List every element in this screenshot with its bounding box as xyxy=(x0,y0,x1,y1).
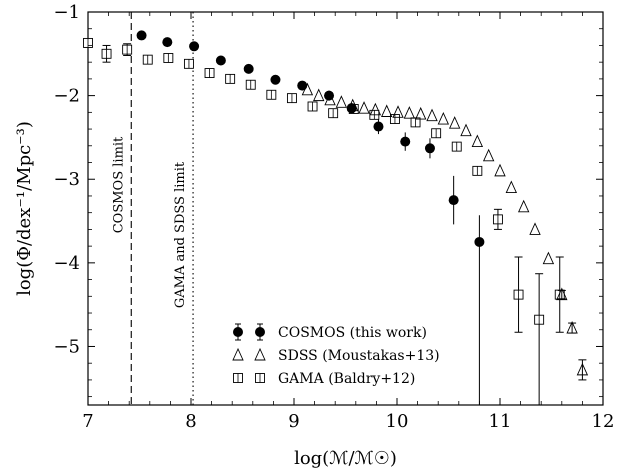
cosmos-point xyxy=(324,90,335,101)
gama-point xyxy=(492,214,503,225)
legend-item: COSMOS (this work) xyxy=(233,323,427,341)
sdss-point xyxy=(566,320,578,334)
cosmos-point xyxy=(189,41,200,52)
gama-point xyxy=(451,141,462,152)
sdss-point xyxy=(358,101,370,114)
cosmos-point xyxy=(255,327,265,337)
limit-line-label: COSMOS limit xyxy=(111,136,126,233)
sdss-point xyxy=(556,287,568,301)
y-tick-label: −4 xyxy=(53,253,80,274)
sdss-point xyxy=(369,102,382,116)
cosmos-point xyxy=(136,30,147,41)
sdss-point xyxy=(542,251,555,265)
series-cosmos xyxy=(136,30,485,405)
gama-point xyxy=(307,101,318,112)
cosmos-point xyxy=(297,80,308,91)
y-tick-label: −1 xyxy=(53,2,80,23)
sdss-point xyxy=(414,106,427,120)
gama-point xyxy=(122,44,133,55)
gama-point xyxy=(328,108,339,119)
gama-point xyxy=(431,128,442,139)
x-tick-label: 9 xyxy=(288,411,299,432)
sdss-point xyxy=(232,347,244,361)
gama-point xyxy=(245,79,256,90)
gama-point xyxy=(183,58,194,69)
sdss-point xyxy=(335,95,348,108)
gama-point xyxy=(163,53,174,63)
cosmos-point xyxy=(448,195,459,206)
gama-point xyxy=(266,89,277,100)
legend: COSMOS (this work) SDSS (Moustakas+13) GAM… xyxy=(232,323,440,387)
sdss-point xyxy=(448,116,461,129)
gama-point xyxy=(472,165,483,176)
gama-point xyxy=(286,93,297,104)
y-axis: −1 −2 −3 −4 −5 xyxy=(53,2,603,398)
cosmos-point xyxy=(424,143,435,154)
y-axis-label: log(Φ/dex⁻¹/Mpc⁻³) xyxy=(14,121,35,296)
legend-label: COSMOS (this work) xyxy=(278,325,427,341)
sdss-point xyxy=(576,362,589,376)
sdss-point xyxy=(460,123,472,137)
cosmos-point xyxy=(162,37,173,48)
gama-point xyxy=(142,54,153,65)
cosmos-point xyxy=(233,327,243,337)
legend-label: SDSS (Moustakas+13) xyxy=(278,348,440,364)
y-tick-label: −3 xyxy=(53,169,80,190)
gama-point xyxy=(83,37,93,48)
sdss-point xyxy=(529,222,541,235)
x-axis: 7 8 9 10 11 12 xyxy=(82,12,614,432)
y-tick-label: −5 xyxy=(53,336,80,357)
sdss-point xyxy=(482,148,495,162)
sdss-point xyxy=(494,163,506,177)
sdss-point xyxy=(403,106,416,119)
x-tick-label: 11 xyxy=(489,411,512,432)
cosmos-point xyxy=(346,103,357,114)
cosmos-point xyxy=(400,136,411,147)
plot-frame xyxy=(87,11,604,406)
sdss-point xyxy=(313,88,325,102)
x-axis-label: log(ℳ/ℳ☉) xyxy=(294,448,397,469)
gama-point xyxy=(513,289,524,300)
cosmos-point xyxy=(270,74,281,85)
x-tick-label: 8 xyxy=(185,411,196,432)
gama-point xyxy=(389,114,400,124)
cosmos-point xyxy=(215,55,226,66)
sdss-point xyxy=(437,111,450,125)
x-tick-label: 12 xyxy=(592,411,615,432)
sdss-point xyxy=(505,180,518,194)
sdss-point xyxy=(517,199,530,213)
cosmos-point xyxy=(373,121,384,132)
gama-point xyxy=(101,48,112,59)
sdss-point xyxy=(254,347,266,361)
legend-item: GAMA (Baldry+12) xyxy=(233,371,415,387)
gama-point xyxy=(204,68,215,78)
cosmos-point xyxy=(474,236,485,247)
sdss-point xyxy=(471,134,484,148)
limit-line-label: GAMA and SDSS limit xyxy=(173,161,188,308)
sdss-point xyxy=(392,105,404,118)
gama-point xyxy=(233,373,243,383)
gama-point xyxy=(225,73,236,84)
vertical-lines: COSMOS limit GAMA and SDSS limit xyxy=(111,12,194,405)
legend-item: SDSS (Moustakas+13) xyxy=(232,347,440,364)
cosmos-point xyxy=(243,63,254,74)
sdss-point xyxy=(381,104,393,117)
gama-point xyxy=(534,314,545,325)
x-tick-label: 10 xyxy=(386,411,409,432)
legend-label: GAMA (Baldry+12) xyxy=(278,371,415,387)
y-tick-label: −2 xyxy=(53,86,80,107)
x-tick-label: 7 xyxy=(82,411,93,432)
sdss-point xyxy=(426,108,438,122)
gama-point xyxy=(255,373,265,383)
